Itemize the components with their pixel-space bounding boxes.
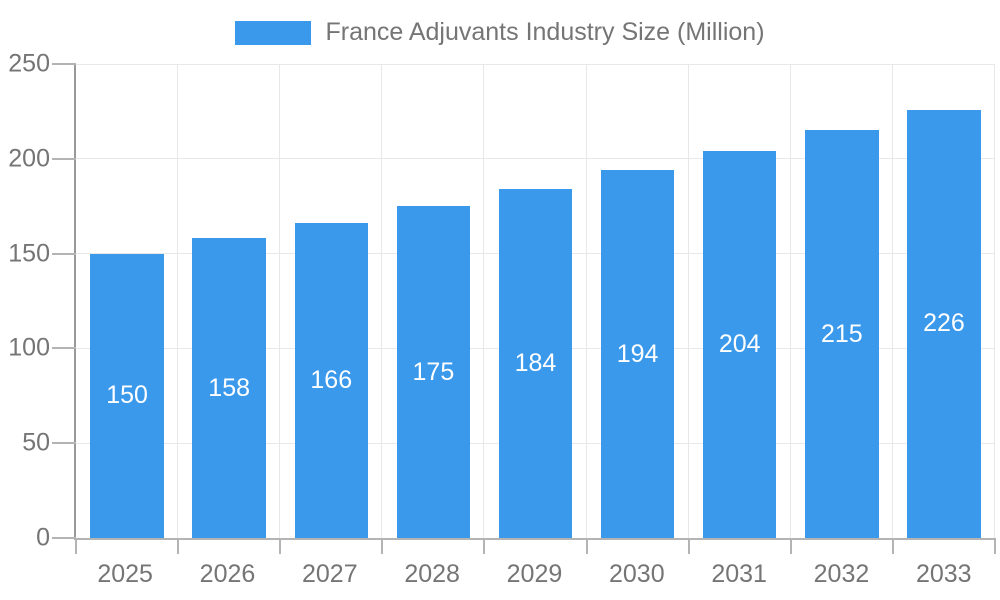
bar-slot-2028: 175 — [382, 64, 484, 538]
x-tick-0 — [75, 538, 77, 554]
bar-2027[interactable]: 166 — [294, 223, 369, 538]
bar-2025[interactable]: 150 — [90, 253, 164, 538]
x-tick-5 — [585, 538, 588, 554]
bar-value-label-2029: 184 — [514, 349, 557, 378]
bar-2029[interactable]: 184 — [498, 189, 573, 538]
legend[interactable]: France Adjuvants Industry Size (Million) — [0, 14, 1000, 52]
y-tick-250 — [52, 63, 76, 65]
bar-2026[interactable]: 158 — [192, 238, 266, 538]
x-tick-4 — [483, 538, 486, 554]
gridline-v-8 — [891, 64, 893, 538]
gridline-v-9 — [994, 64, 995, 538]
gridline-h-200 — [76, 158, 995, 160]
gridline-v-7 — [789, 64, 791, 538]
bar-value-label-2030: 194 — [616, 339, 659, 368]
x-tick-label-2027: 2027 — [302, 560, 358, 588]
bar-value-label-2032: 215 — [820, 319, 863, 348]
gridline-h-250 — [76, 63, 995, 65]
x-tick-6 — [687, 538, 690, 554]
bar-slot-2029: 184 — [484, 64, 586, 538]
y-tick-label-150: 150 — [8, 239, 50, 268]
x-tick-label-2031: 2031 — [711, 560, 767, 588]
x-tick-label-2032: 2032 — [813, 560, 870, 588]
bar-value-label-2028: 175 — [412, 357, 455, 386]
x-tick-1 — [177, 538, 180, 554]
bar-value-label-2026: 158 — [208, 373, 251, 402]
bar-slot-2031: 204 — [689, 64, 791, 538]
bar-value-label-2031: 204 — [718, 330, 761, 359]
bar-value-label-2033: 226 — [923, 309, 965, 338]
y-tick-label-200: 200 — [8, 144, 50, 173]
y-tick-label-100: 100 — [8, 333, 50, 362]
bar-2032[interactable]: 215 — [805, 130, 879, 538]
gridline-v-1 — [177, 64, 179, 538]
x-tick-label-2026: 2026 — [199, 560, 256, 588]
y-tick-label-0: 0 — [36, 523, 50, 552]
bar-value-label-2025: 150 — [106, 381, 148, 410]
y-tick-label-50: 50 — [22, 428, 50, 457]
x-tick-8 — [891, 538, 894, 554]
bar-2033[interactable]: 226 — [907, 109, 981, 538]
bar-slot-2032: 215 — [791, 64, 893, 538]
x-tick-7 — [789, 538, 792, 554]
gridline-v-2 — [279, 64, 281, 538]
y-tick-50 — [52, 442, 76, 445]
legend-swatch-icon — [235, 21, 312, 45]
x-tick-9 — [994, 538, 996, 554]
legend-label: France Adjuvants Industry Size (Million) — [325, 18, 765, 47]
y-tick-label-250: 250 — [8, 49, 50, 78]
x-tick-label-2033: 2033 — [915, 560, 972, 588]
bar-slot-2030: 194 — [587, 64, 689, 538]
y-tick-100 — [52, 347, 76, 350]
bar-slot-2027: 166 — [280, 64, 382, 538]
x-tick-label-2029: 2029 — [506, 560, 563, 588]
x-tick-2 — [279, 538, 282, 554]
bar-slot-2025: 150 — [76, 64, 178, 538]
x-tick-label-2030: 2030 — [608, 560, 665, 588]
x-tick-label-2025: 2025 — [97, 560, 153, 588]
x-axis-labels: 2025 2026 2027 2028 2029 2030 2031 2032 2033 — [74, 560, 995, 589]
bar-value-label-2027: 166 — [310, 366, 353, 395]
gridline-v-5 — [585, 64, 587, 538]
bar-slot-2026: 158 — [178, 64, 280, 538]
x-tick-3 — [381, 538, 384, 554]
y-tick-150 — [52, 252, 76, 255]
x-tick-label-2028: 2028 — [404, 560, 460, 588]
plot-area: 0 50 100 150 200 250 150 158 166 175 184 194 204 215 2… — [8, 51, 996, 554]
bar-2028[interactable]: 175 — [396, 206, 471, 538]
gridline-v-6 — [687, 64, 689, 538]
bar-slot-2033: 226 — [893, 64, 995, 538]
bar-2031[interactable]: 204 — [702, 151, 777, 538]
y-tick-0 — [52, 537, 76, 539]
gridline-v-4 — [483, 64, 485, 538]
gridline-v-3 — [381, 64, 383, 538]
y-tick-200 — [52, 157, 76, 160]
bar-2030[interactable]: 194 — [600, 170, 675, 538]
